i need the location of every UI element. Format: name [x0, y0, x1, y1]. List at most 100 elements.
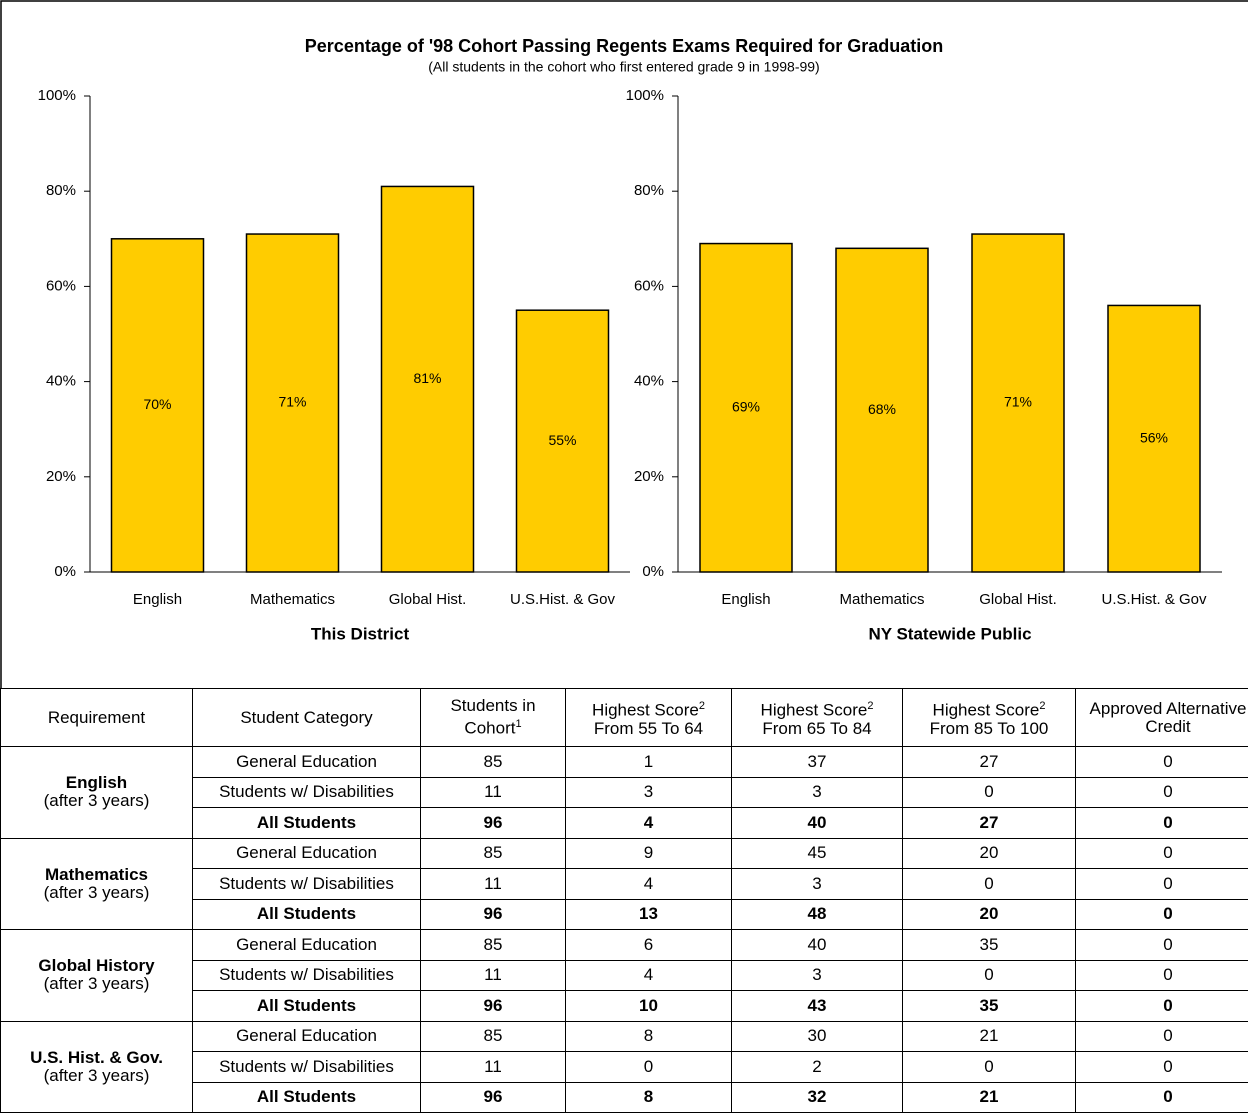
x-tick-label: U.S.Hist. & Gov	[1101, 591, 1207, 608]
y-tick-label: 60%	[46, 277, 76, 294]
y-tick-label: 60%	[634, 277, 664, 294]
number-cell: 21	[902, 1020, 1076, 1052]
value-label: 56%	[1140, 429, 1168, 445]
requirement: U.S. Hist. & Gov.	[30, 1047, 163, 1067]
number-cell: 0	[1075, 929, 1248, 961]
subtitle: (All students in the cohort who first en…	[428, 59, 819, 75]
bar	[699, 242, 793, 573]
number-cell: 11	[420, 959, 566, 991]
number-cell: 10	[565, 990, 732, 1022]
footnote-mark: 2	[1039, 700, 1046, 713]
y-tick-label: 20%	[46, 468, 76, 485]
number-cell: 0	[1075, 837, 1248, 869]
number-cell: 11	[420, 776, 566, 808]
requirement-cell: English (after 3 years)	[0, 746, 193, 839]
value-label: 71%	[1004, 394, 1032, 410]
table-row: All Students 96 4 40 27 0	[1, 807, 1248, 839]
number-cell: 0	[1075, 1081, 1248, 1113]
column-header: Approved Alternative Credit	[1075, 688, 1248, 747]
x-tick-label: English	[721, 591, 770, 608]
column-header: Highest Score2 From 55 To 64	[565, 688, 732, 747]
requirement-cell: Global History (after 3 years)	[0, 929, 193, 1022]
number-cell: 3	[731, 959, 903, 991]
y-tick-label: 80%	[634, 182, 664, 199]
number-cell: 8	[565, 1020, 732, 1052]
number-cell: 43	[731, 990, 903, 1022]
number-cell: 4	[565, 807, 732, 839]
category-cell: General Education	[192, 746, 421, 778]
y-tick-label: 80%	[46, 182, 76, 199]
number-cell: 32	[731, 1081, 903, 1113]
column-label: Highest Score	[592, 700, 699, 720]
number-cell: 0	[1075, 1051, 1248, 1083]
column-header: Student Category	[192, 688, 421, 747]
number-cell: 2	[731, 1051, 903, 1083]
value-label: 71%	[278, 394, 306, 410]
number-cell: 3	[731, 776, 903, 808]
table-row: Students w/ Disabilities 11 0 2 0 0	[1, 1051, 1248, 1083]
bar	[515, 309, 610, 573]
number-cell: 45	[731, 837, 903, 869]
x-tick-label: Global Hist.	[979, 591, 1057, 608]
number-cell: 27	[902, 807, 1076, 839]
table-row: Mathematics (after 3 years) General Educat…	[0, 837, 1248, 930]
number-cell: 85	[420, 746, 566, 778]
table-row: Global History (after 3 years) General Edu…	[0, 929, 1248, 1022]
value-label: 81%	[413, 370, 441, 386]
number-cell: 37	[731, 746, 903, 778]
requirement: English	[65, 773, 128, 793]
category-cell: Students w/ Disabilities	[192, 868, 421, 900]
column-label: Approved Alternative Credit	[1089, 698, 1247, 736]
number-cell: 9	[565, 837, 732, 869]
bar	[245, 233, 340, 573]
number-cell: 11	[420, 1051, 566, 1083]
number-cell: 20	[902, 837, 1076, 869]
number-cell: 0	[902, 1051, 1076, 1083]
column-header: Requirement	[0, 688, 193, 747]
bar	[110, 238, 205, 573]
number-cell: 85	[420, 1020, 566, 1052]
value-label: 55%	[548, 432, 576, 448]
period: (after 3 years)	[43, 1065, 150, 1085]
bar	[380, 185, 475, 573]
category-cell: All Students	[192, 1081, 421, 1113]
value-label: 68%	[868, 401, 896, 417]
period: (after 3 years)	[43, 791, 150, 811]
category-cell: Students w/ Disabilities	[192, 1051, 421, 1083]
number-cell: 1	[565, 746, 732, 778]
x-axis-label: NY Statewide Public	[868, 624, 1031, 643]
footnote-mark: 2	[698, 700, 705, 713]
column-header: Students in Cohort1	[420, 688, 566, 747]
number-cell: 35	[902, 929, 1076, 961]
column-label: Student Category	[240, 707, 373, 727]
column-label: Highest Score	[760, 700, 868, 720]
table-row: Students w/ Disabilities 11 4 3 0 0	[1, 868, 1248, 900]
category-cell: Students w/ Disabilities	[192, 959, 421, 991]
number-cell: 40	[731, 929, 903, 961]
value-label: 70%	[143, 396, 171, 412]
number-cell: 35	[902, 990, 1076, 1022]
category-cell: General Education	[192, 929, 421, 961]
header-row: Requirement Student Category Students in C…	[0, 688, 1248, 747]
column-range: From 85 To 100	[929, 718, 1049, 738]
number-cell: 0	[902, 776, 1076, 808]
period: (after 3 years)	[43, 882, 150, 902]
number-cell: 48	[731, 898, 903, 930]
number-cell: 0	[1075, 990, 1248, 1022]
number-cell: 21	[902, 1081, 1076, 1113]
category-cell: General Education	[192, 837, 421, 869]
number-cell: 40	[731, 807, 903, 839]
number-cell: 85	[420, 837, 566, 869]
bar	[971, 233, 1065, 573]
table-row: U.S. Hist. & Gov. (after 3 years) General …	[0, 1020, 1248, 1113]
category-cell: All Students	[192, 990, 421, 1022]
category-cell: General Education	[192, 1020, 421, 1052]
table-row: All Students 96 8 32 21 0	[1, 1081, 1248, 1113]
number-cell: 0	[1075, 959, 1248, 991]
table-row: Students w/ Disabilities 11 4 3 0 0	[1, 959, 1248, 991]
column-header: Highest Score2 From 65 To 84	[731, 688, 903, 747]
category-cell: All Students	[192, 898, 421, 930]
number-cell: 30	[731, 1020, 903, 1052]
number-cell: 0	[1075, 868, 1248, 900]
x-tick-label: Mathematics	[250, 591, 335, 608]
